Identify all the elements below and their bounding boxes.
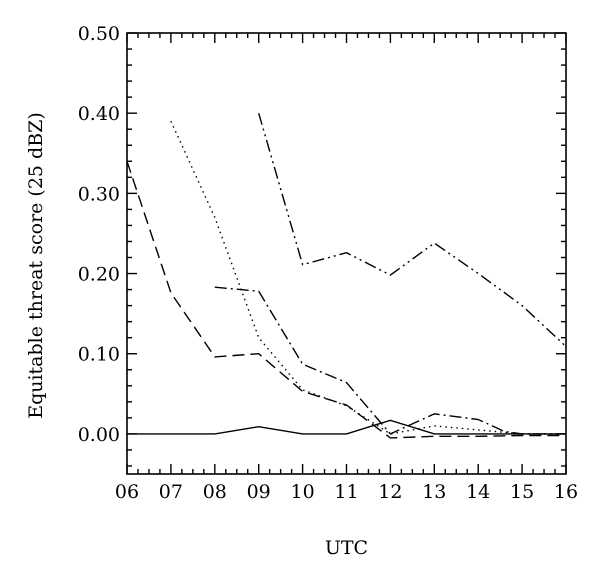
- series-line-dashed: [126, 161, 566, 439]
- y-tick-label: 0.30: [78, 183, 120, 205]
- y-tick-label: 0.40: [78, 103, 120, 125]
- x-tick-label: 08: [203, 481, 227, 503]
- y-axis-label: Equitable threat score (25 dBZ): [25, 112, 47, 419]
- y-tick-label: 0.10: [78, 344, 120, 366]
- x-tick-label: 15: [510, 481, 534, 503]
- y-tick-label: 0.00: [78, 424, 120, 446]
- x-tick-label: 09: [247, 481, 271, 503]
- x-tick-label: 16: [554, 481, 578, 503]
- series-group: [126, 113, 567, 439]
- plot-frame: [126, 32, 567, 475]
- x-tick-label: 11: [334, 481, 358, 503]
- y-tick-label: 0.20: [78, 264, 120, 286]
- x-axis-label: UTC: [325, 537, 368, 559]
- series-line-dotted: [170, 120, 566, 435]
- x-tick-label: 10: [291, 481, 315, 503]
- x-tick-label: 13: [422, 481, 446, 503]
- series-line-dashdotdot: [258, 113, 567, 348]
- series-line-solid: [127, 419, 566, 435]
- x-tick-label: 06: [115, 481, 139, 503]
- x-tick-label: 07: [159, 481, 183, 503]
- y-tick-label: 0.50: [78, 23, 120, 45]
- x-tick-label: 12: [378, 481, 402, 503]
- axis-ticks: [126, 32, 567, 474]
- tick-labels: 06 07 08 09 10 11 12 13 14 15 16 0.00 0.10 0.20 0.30 0.…: [78, 23, 578, 503]
- series-line-dashdot: [214, 286, 566, 435]
- x-tick-label: 14: [466, 481, 490, 503]
